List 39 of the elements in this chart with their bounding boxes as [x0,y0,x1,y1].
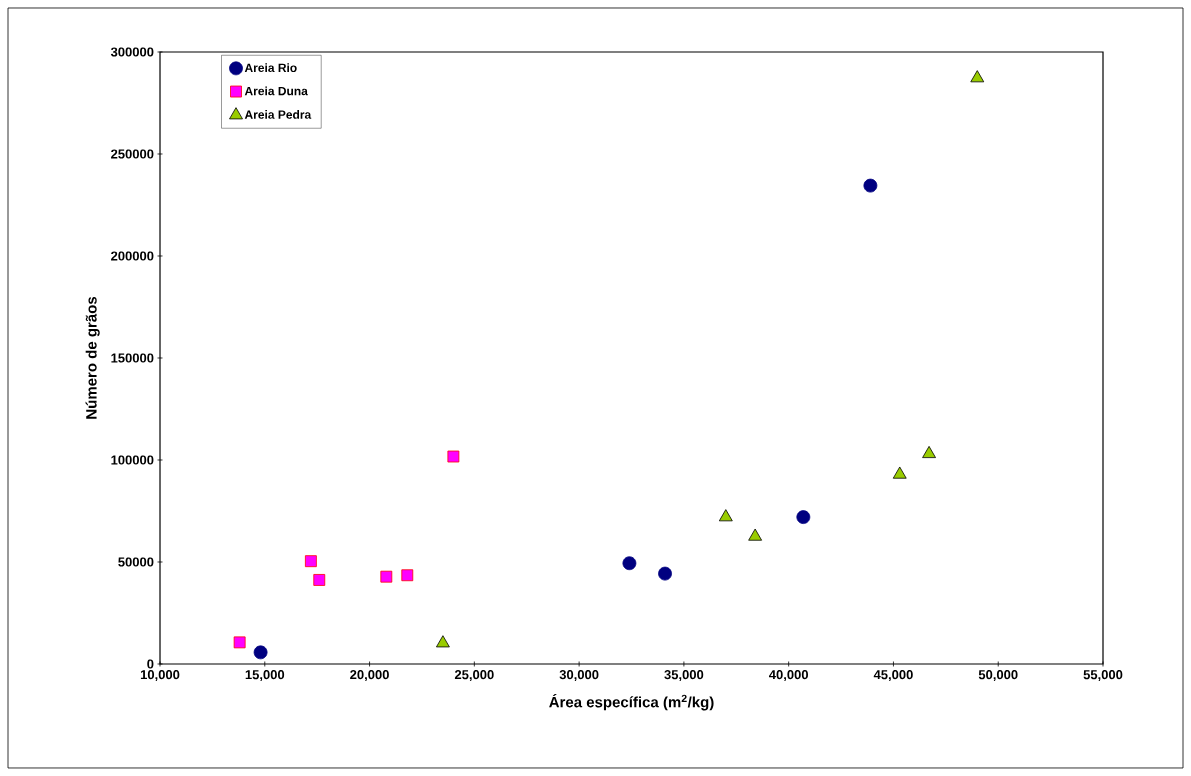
y-axis-title: Número de grãos [85,296,100,419]
y-tick-label: 250000 [111,149,154,159]
x-tick-label: 55,000 [1083,670,1123,682]
point [863,178,878,193]
point [922,445,936,459]
point [447,450,460,463]
point [233,636,246,649]
point [380,570,393,583]
point [796,510,811,525]
x-tick-label: 50,000 [978,670,1018,682]
point [622,556,637,571]
y-tick-label: 0 [147,659,154,669]
legend-label: Areia Pedra [244,110,312,119]
y-tick-label: 200000 [111,251,154,261]
x-axis-title: Área específica (m$^{2}$/kg) [549,693,714,711]
y-tick-label: 150000 [111,353,154,363]
point [718,509,733,522]
y-tick-label: 300000 [110,47,154,57]
point [304,555,317,568]
y-tick-label: 50000 [118,557,154,567]
x-tick-label: 45,000 [873,670,913,682]
point [313,574,326,586]
x-tick-label: 10,000 [140,670,180,682]
x-tick-label: 40,000 [768,670,809,682]
point [892,466,907,479]
y-tick-label: 100000 [111,455,154,465]
x-tick-label: 15,000 [245,670,285,682]
point [658,566,672,581]
x-tick-label: 35,000 [664,670,704,682]
legend-label: Areia Rio [244,63,297,73]
point [970,70,985,83]
legend-label: Areia Duna [244,86,308,96]
point [436,635,450,648]
point [401,569,414,582]
point [748,528,763,541]
x-tick-label: 25,000 [454,670,494,682]
x-tick-label: 30,000 [559,670,599,682]
x-tick-label: 20,000 [350,670,389,682]
point [253,645,268,660]
